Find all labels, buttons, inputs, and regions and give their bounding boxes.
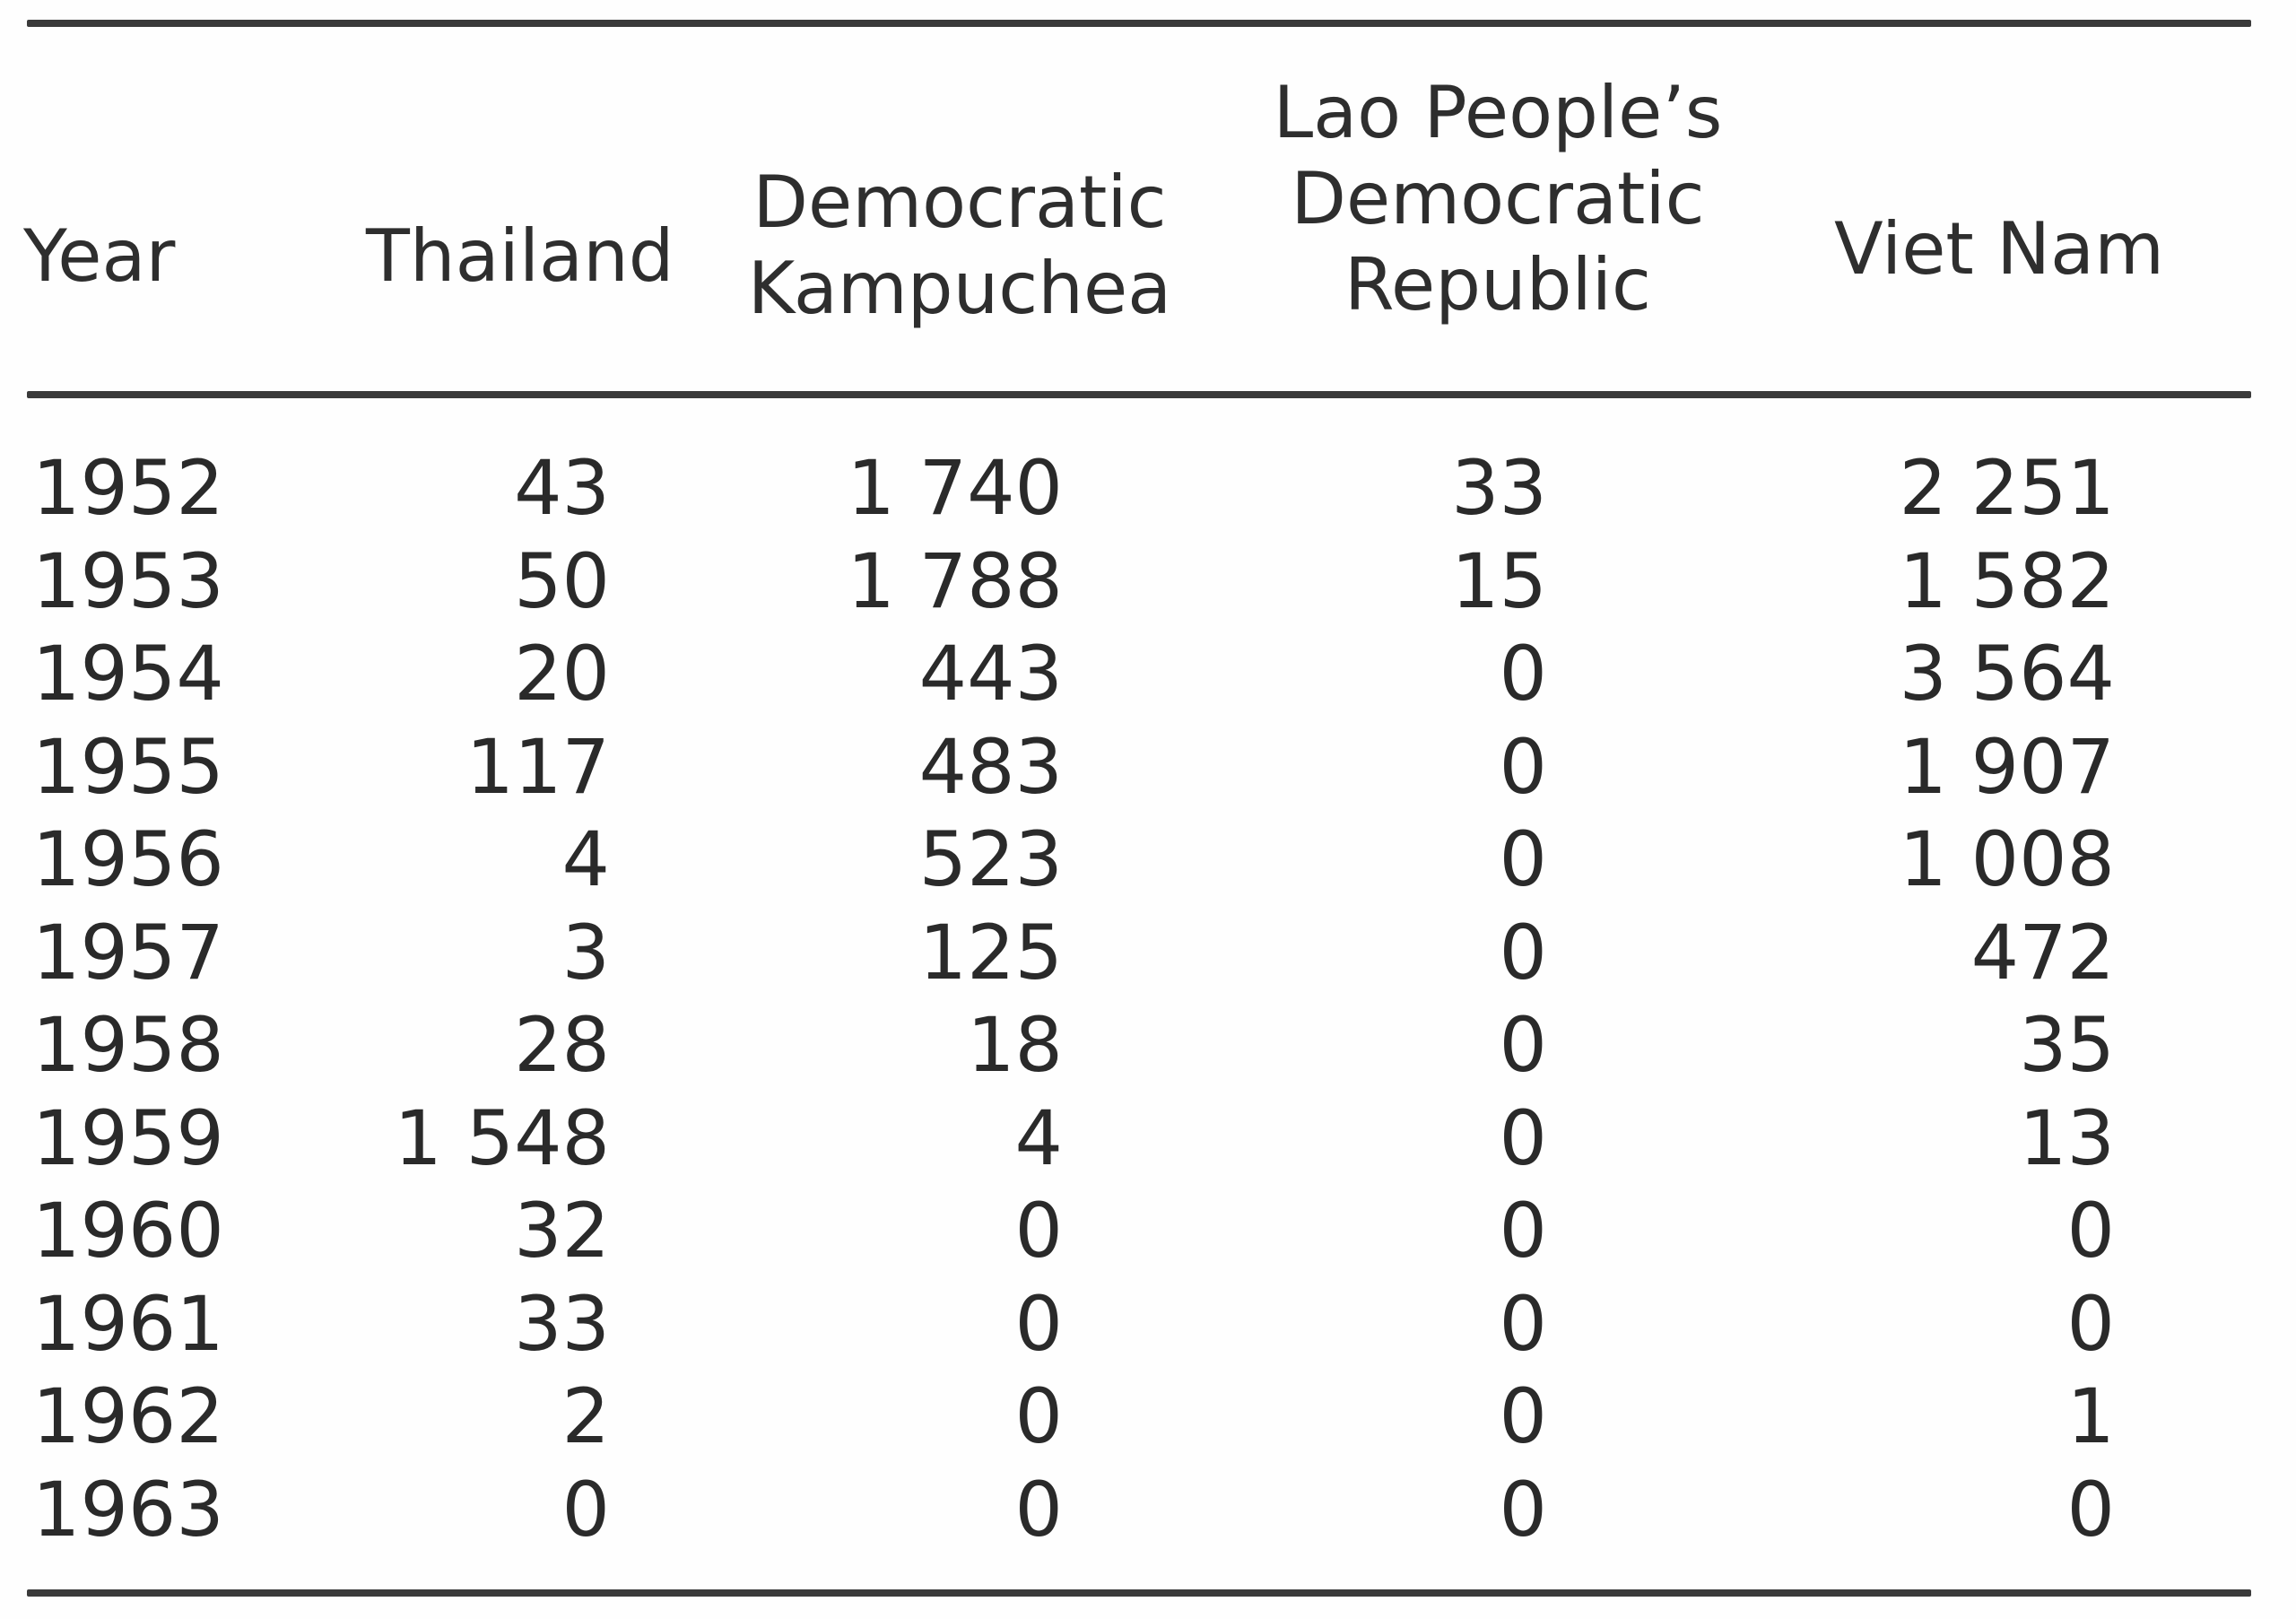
header-lao-line2: Democratic — [1291, 157, 1705, 240]
header-year: Year — [23, 214, 176, 298]
header-lao-pdr: Lao People’s Democratic Republic — [1247, 70, 1749, 328]
cell-thailand: 32 — [514, 1187, 610, 1275]
cell-lao-pdr: 0 — [1499, 1465, 1547, 1554]
table-row: 1957 3 125 0 472 — [0, 907, 2296, 999]
cell-democratic-kampuchea: 4 — [1014, 1093, 1063, 1182]
cell-year: 1961 — [32, 1279, 224, 1368]
cell-year: 1956 — [32, 815, 224, 903]
cell-year: 1954 — [32, 630, 224, 718]
table-bottom-rule — [27, 1589, 2251, 1597]
cell-democratic-kampuchea: 443 — [918, 630, 1063, 718]
cell-democratic-kampuchea: 1 740 — [847, 444, 1063, 532]
cell-democratic-kampuchea: 18 — [967, 1001, 1063, 1089]
cell-lao-pdr: 0 — [1499, 1372, 1547, 1460]
cell-thailand: 1 548 — [394, 1093, 610, 1182]
cell-viet-nam: 1 907 — [1899, 722, 2115, 811]
header-kampuchea-line1: Democratic — [752, 161, 1167, 244]
cell-thailand: 33 — [514, 1279, 610, 1368]
table-row: 1955 117 483 0 1 907 — [0, 721, 2296, 814]
header-democratic-kampuchea: Democratic Kampuchea — [726, 160, 1193, 332]
cell-thailand: 28 — [514, 1001, 610, 1089]
cell-year: 1963 — [32, 1465, 224, 1554]
cell-viet-nam: 3 564 — [1899, 630, 2115, 718]
table-top-rule — [27, 20, 2251, 27]
header-viet-nam: Viet Nam — [1834, 207, 2165, 291]
cell-viet-nam: 0 — [2066, 1465, 2115, 1554]
cell-lao-pdr: 15 — [1451, 536, 1547, 625]
header-lao-line3: Republic — [1344, 243, 1651, 326]
cell-viet-nam: 0 — [2066, 1187, 2115, 1275]
cell-year: 1962 — [32, 1372, 224, 1460]
cell-year: 1959 — [32, 1093, 224, 1182]
cell-lao-pdr: 0 — [1499, 1093, 1547, 1182]
cell-viet-nam: 35 — [2019, 1001, 2115, 1089]
cell-lao-pdr: 0 — [1499, 1187, 1547, 1275]
cell-thailand: 2 — [561, 1372, 610, 1460]
table-row: 1961 33 0 0 0 — [0, 1278, 2296, 1371]
cell-year: 1955 — [32, 722, 224, 811]
table-row: 1954 20 443 0 3 564 — [0, 628, 2296, 720]
table-row: 1956 4 523 0 1 008 — [0, 814, 2296, 906]
cell-democratic-kampuchea: 483 — [918, 722, 1063, 811]
cell-viet-nam: 1 — [2066, 1372, 2115, 1460]
cell-thailand: 4 — [561, 815, 610, 903]
cell-year: 1957 — [32, 908, 224, 997]
cell-lao-pdr: 0 — [1499, 1279, 1547, 1368]
table-row: 1959 1 548 4 0 13 — [0, 1092, 2296, 1185]
cell-lao-pdr: 0 — [1499, 630, 1547, 718]
cell-democratic-kampuchea: 125 — [918, 908, 1063, 997]
cell-thailand: 50 — [514, 536, 610, 625]
cell-viet-nam: 13 — [2019, 1093, 2115, 1182]
cell-lao-pdr: 33 — [1451, 444, 1547, 532]
cell-lao-pdr: 0 — [1499, 722, 1547, 811]
cell-viet-nam: 472 — [1970, 908, 2115, 997]
table-row: 1958 28 18 0 35 — [0, 999, 2296, 1092]
cell-year: 1960 — [32, 1187, 224, 1275]
cell-viet-nam: 1 582 — [1899, 536, 2115, 625]
table-row: 1960 32 0 0 0 — [0, 1185, 2296, 1277]
table-row: 1962 2 0 0 1 — [0, 1371, 2296, 1463]
table-row: 1953 50 1 788 15 1 582 — [0, 535, 2296, 628]
cell-lao-pdr: 0 — [1499, 815, 1547, 903]
cell-democratic-kampuchea: 0 — [1014, 1187, 1063, 1275]
cell-democratic-kampuchea: 523 — [918, 815, 1063, 903]
cell-democratic-kampuchea: 0 — [1014, 1465, 1063, 1554]
cell-viet-nam: 2 251 — [1899, 444, 2115, 532]
table-header-rule — [27, 391, 2251, 398]
cell-year: 1958 — [32, 1001, 224, 1089]
cell-thailand: 3 — [561, 908, 610, 997]
cell-lao-pdr: 0 — [1499, 908, 1547, 997]
cell-viet-nam: 0 — [2066, 1279, 2115, 1368]
cell-thailand: 117 — [465, 722, 610, 811]
header-kampuchea-line2: Kampuchea — [747, 247, 1172, 330]
cell-thailand: 43 — [514, 444, 610, 532]
header-lao-line1: Lao People’s — [1273, 71, 1723, 154]
cell-democratic-kampuchea: 0 — [1014, 1372, 1063, 1460]
cell-lao-pdr: 0 — [1499, 1001, 1547, 1089]
table-row: 1952 43 1 740 33 2 251 — [0, 442, 2296, 535]
cell-democratic-kampuchea: 0 — [1014, 1279, 1063, 1368]
header-thailand: Thailand — [366, 214, 674, 298]
cell-year: 1952 — [32, 444, 224, 532]
cell-democratic-kampuchea: 1 788 — [847, 536, 1063, 625]
cell-thailand: 0 — [561, 1465, 610, 1554]
cell-viet-nam: 1 008 — [1899, 815, 2115, 903]
cell-year: 1953 — [32, 536, 224, 625]
table-row: 1963 0 0 0 0 — [0, 1464, 2296, 1556]
cell-thailand: 20 — [514, 630, 610, 718]
